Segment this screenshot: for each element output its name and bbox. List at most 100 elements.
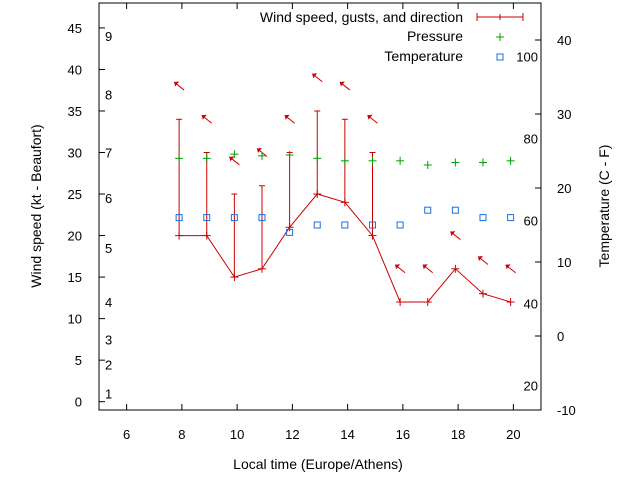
wind-direction-arrow [339, 81, 351, 91]
pressure-point [396, 156, 405, 165]
y-tick-label: 5 [75, 353, 82, 368]
arrow-head [312, 73, 318, 79]
wind-direction-arrow [477, 255, 489, 265]
wind-direction-arrow [505, 264, 516, 274]
pressure-point [340, 156, 349, 165]
y-tick-label: 0 [75, 395, 82, 410]
fahrenheit-label: 100 [516, 49, 538, 64]
pressure-point [368, 156, 377, 165]
x-axis-title: Local time (Europe/Athens) [233, 456, 403, 472]
x-tick-label: 14 [340, 427, 354, 442]
temperature-point [203, 214, 211, 222]
arrow-head [256, 148, 262, 154]
arrow-head [229, 156, 235, 162]
temperature-point [479, 214, 487, 222]
x-tick-label: 20 [506, 427, 520, 442]
y2-tick-label: 30 [557, 107, 571, 122]
wind-direction-arrow [422, 264, 434, 274]
pressure-point [313, 154, 322, 163]
arrow-head [505, 264, 511, 270]
y2-tick-label: 20 [557, 181, 571, 196]
beaufort-label: 7 [105, 146, 112, 161]
data-marks [173, 73, 516, 307]
pressure-point [230, 150, 239, 159]
beaufort-label: 8 [105, 87, 112, 102]
pressure-point [285, 151, 294, 160]
temperature-point [451, 206, 459, 214]
temperature-point [507, 214, 515, 222]
plot-frame [98, 2, 542, 411]
y-tick-label: 20 [68, 229, 82, 244]
wind-speed-line [179, 193, 511, 303]
y2-tick-label: -10 [557, 403, 576, 418]
temperature-point [230, 214, 238, 222]
temperature-point [341, 221, 349, 229]
x-tick-label: 18 [451, 427, 465, 442]
y-tick-label: 25 [68, 187, 82, 202]
fahrenheit-label: 20 [524, 379, 538, 394]
pressure-point [257, 151, 266, 160]
beaufort-label: 3 [105, 332, 112, 347]
legend: Wind speed, gusts, and direction Pressur… [260, 9, 524, 64]
arrow-head [174, 81, 180, 87]
legend-swatch-pressure [496, 33, 504, 41]
legend-label-pressure: Pressure [407, 28, 463, 44]
pressure-point [202, 154, 211, 163]
wind-direction-arrow [450, 231, 461, 240]
arrow-head [201, 114, 207, 120]
x-tick-label: 12 [285, 427, 299, 442]
wind-direction-arrow [201, 114, 213, 124]
y2-axis-title: Temperature (C - F) [596, 145, 612, 268]
wind-direction-arrow [367, 114, 378, 124]
temperature-point [313, 221, 321, 229]
arrow-head [339, 81, 345, 87]
pressure-point [451, 158, 460, 167]
y-tick-label: 45 [68, 21, 82, 36]
legend-label-temperature: Temperature [384, 48, 463, 64]
y2-tick-label: 10 [557, 255, 571, 270]
y2-tick-label: 40 [557, 33, 571, 48]
y-tick-label: 30 [68, 146, 82, 161]
wind-direction-arrow [394, 264, 406, 274]
beaufort-label: 9 [105, 29, 112, 44]
y-tick-label: 10 [68, 312, 82, 327]
beaufort-label: 1 [105, 386, 112, 401]
pressure-point [478, 158, 487, 167]
fahrenheit-label: 40 [524, 296, 538, 311]
legend-swatch-temperature [496, 53, 504, 61]
wind-direction-arrow [229, 156, 240, 166]
y-tick-label: 40 [68, 62, 82, 77]
temperature-point [368, 221, 376, 229]
arrow-head [284, 114, 290, 120]
temperature-point [396, 221, 404, 229]
x-tick-label: 6 [123, 427, 130, 442]
arrow-head [477, 255, 483, 261]
temperature-point [175, 214, 183, 222]
y2-tick-label: 0 [557, 329, 564, 344]
fahrenheit-label: 60 [524, 214, 538, 229]
temperature-point [286, 228, 294, 236]
wind-direction-arrow [173, 81, 185, 91]
beaufort-label: 2 [105, 357, 112, 372]
temperature-point [258, 214, 266, 222]
x-tick-label: 8 [178, 427, 185, 442]
beaufort-label: 6 [105, 191, 112, 206]
fahrenheit-label: 80 [524, 131, 538, 146]
y-tick-label: 35 [68, 104, 82, 119]
x-tick-label: 16 [396, 427, 410, 442]
wind-direction-arrow [311, 73, 323, 83]
pressure-point [175, 154, 184, 163]
arrow-head [450, 231, 456, 237]
beaufort-label: 5 [105, 241, 112, 256]
pressure-point [506, 156, 515, 165]
beaufort-label: 4 [105, 295, 112, 310]
x-tick-label: 10 [230, 427, 244, 442]
arrow-head [367, 114, 373, 120]
arrow-head [422, 264, 428, 270]
pressure-point [423, 160, 432, 169]
y-axis-title: Wind speed (kt - Beaufort) [28, 124, 44, 287]
wind-direction-arrow [284, 114, 295, 124]
arrow-head [395, 264, 401, 270]
temperature-point [424, 206, 432, 214]
